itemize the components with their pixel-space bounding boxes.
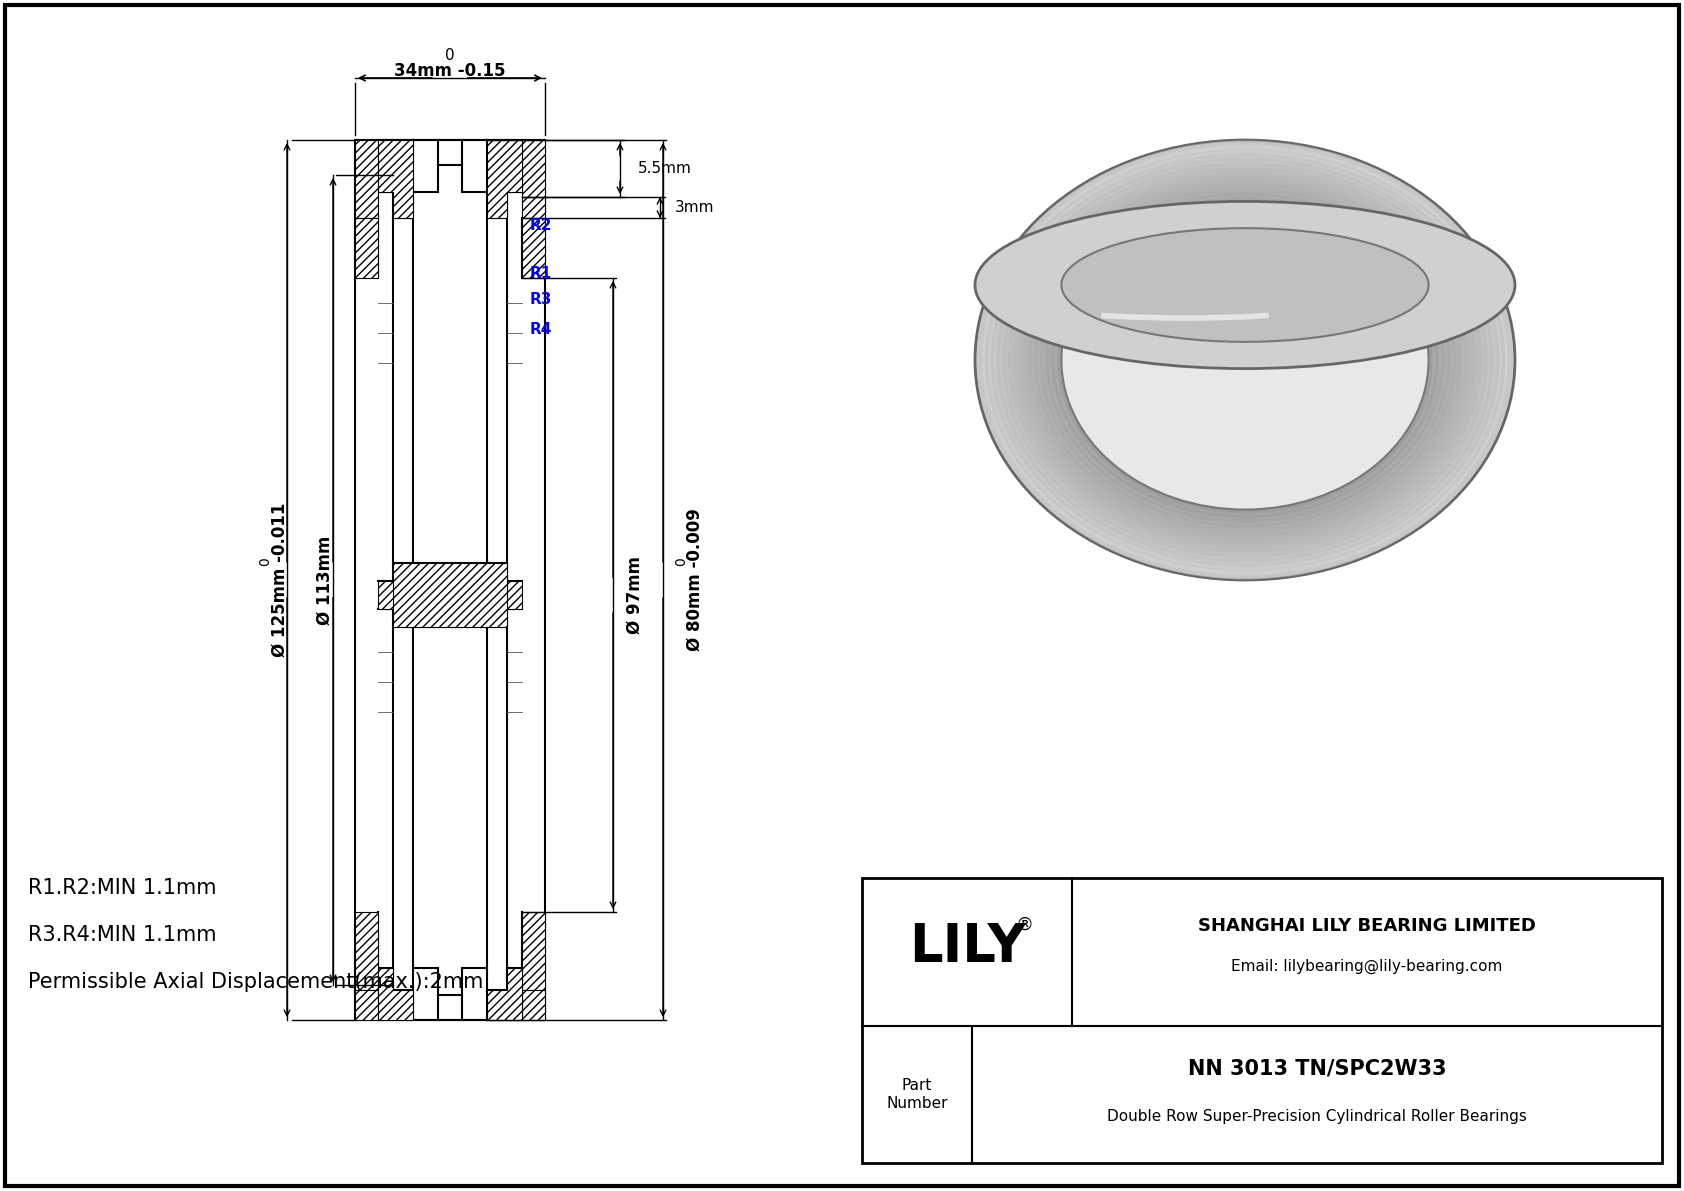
Polygon shape: [522, 912, 546, 990]
Ellipse shape: [1061, 211, 1428, 510]
Text: Ø 80mm -0.009: Ø 80mm -0.009: [685, 509, 704, 651]
Text: Part
Number: Part Number: [886, 1078, 948, 1111]
Text: Ø 97mm: Ø 97mm: [626, 556, 643, 634]
Text: R1.R2:MIN 1.1mm: R1.R2:MIN 1.1mm: [29, 878, 217, 898]
Text: 0: 0: [258, 557, 273, 567]
Polygon shape: [377, 968, 413, 1019]
Polygon shape: [522, 990, 546, 1019]
Text: R3: R3: [530, 293, 552, 307]
Bar: [862, 878, 1662, 1162]
Text: NN 3013 TN/SPC2W33: NN 3013 TN/SPC2W33: [1187, 1058, 1447, 1078]
Polygon shape: [487, 141, 522, 218]
Text: 3mm: 3mm: [675, 200, 714, 216]
Polygon shape: [355, 912, 377, 990]
Polygon shape: [377, 581, 522, 609]
Polygon shape: [355, 990, 377, 1019]
Text: Ø 125mm -0.011: Ø 125mm -0.011: [271, 503, 290, 657]
Text: LILY: LILY: [909, 921, 1026, 973]
Text: R3.R4:MIN 1.1mm: R3.R4:MIN 1.1mm: [29, 925, 217, 944]
Text: R1: R1: [530, 266, 552, 281]
Text: SHANGHAI LILY BEARING LIMITED: SHANGHAI LILY BEARING LIMITED: [1197, 917, 1536, 935]
Text: ®: ®: [1015, 916, 1034, 934]
Polygon shape: [392, 563, 507, 626]
Text: 0: 0: [674, 557, 689, 567]
Text: R4: R4: [530, 323, 552, 337]
Polygon shape: [355, 141, 377, 218]
Text: 34mm -0.15: 34mm -0.15: [394, 62, 505, 80]
Polygon shape: [377, 141, 413, 218]
Ellipse shape: [1061, 229, 1428, 342]
Polygon shape: [355, 218, 377, 278]
Polygon shape: [522, 218, 546, 278]
Text: R2: R2: [530, 218, 552, 233]
Text: Ø 113mm: Ø 113mm: [317, 535, 333, 625]
Text: Permissible Axial Displacement(max.):2mm: Permissible Axial Displacement(max.):2mm: [29, 972, 483, 992]
Polygon shape: [487, 968, 522, 1019]
Text: Double Row Super-Precision Cylindrical Roller Bearings: Double Row Super-Precision Cylindrical R…: [1106, 1109, 1527, 1123]
Polygon shape: [522, 141, 546, 218]
Text: Email: lilybearing@lily-bearing.com: Email: lilybearing@lily-bearing.com: [1231, 959, 1502, 973]
Text: 0: 0: [445, 49, 455, 63]
Ellipse shape: [975, 141, 1516, 580]
Ellipse shape: [975, 201, 1516, 368]
Text: 5.5mm: 5.5mm: [638, 161, 692, 176]
